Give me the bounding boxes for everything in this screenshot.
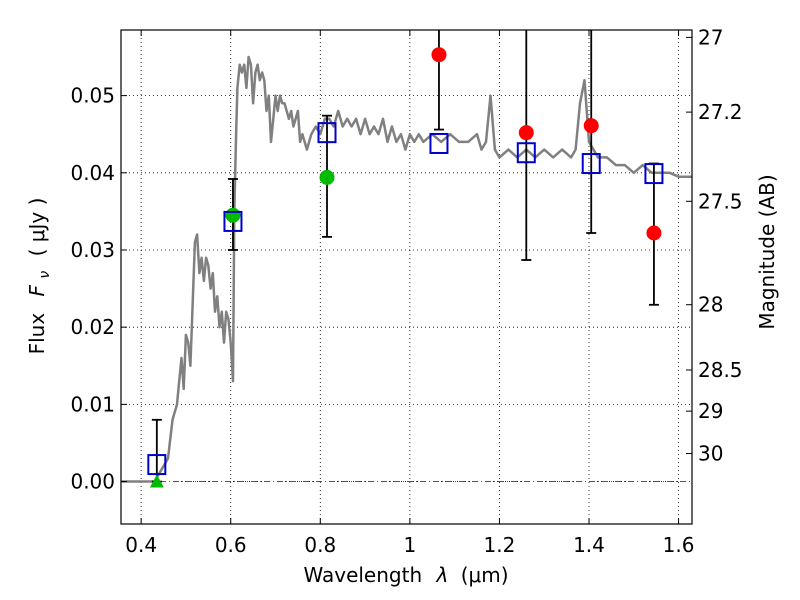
x-tick-label: 0.4 [125, 533, 157, 557]
magnitude-tick-label: 30 [698, 442, 723, 466]
magnitude-tick-label: 27.5 [698, 189, 743, 213]
data-markers [147, 47, 664, 488]
model-photometry-square [516, 142, 536, 164]
plot-frame [120, 29, 693, 525]
detection-point [583, 118, 599, 134]
model-photometry-square [581, 153, 601, 175]
magnitude-tick-label: 27.2 [698, 100, 743, 124]
x-tick-label: 0.6 [215, 533, 247, 557]
detection-point [646, 225, 662, 241]
x-tick-label: 1 [403, 533, 416, 557]
x-axis-title: Wavelength λ (μm) [303, 563, 508, 587]
y-axis-title: Flux F ν ( μJy ) [25, 198, 54, 355]
magnitude-tick-label: 28.5 [698, 358, 743, 382]
x-tick-label: 0.8 [304, 533, 336, 557]
upper-limit-marker [149, 474, 164, 488]
y-tick-label: 0.00 [70, 470, 115, 494]
model-spectrum-line [121, 55, 692, 483]
model-photometry-square [317, 122, 337, 144]
model-photometry-square [147, 454, 167, 476]
detection-point [431, 47, 447, 63]
x-tick-label: 1.2 [484, 533, 516, 557]
y-tick-label: 0.04 [70, 161, 115, 185]
x-tick-label: 1.6 [663, 533, 695, 557]
green-data-point [225, 207, 241, 223]
y-tick-label: 0.01 [70, 392, 115, 416]
model-photometry-square [644, 163, 664, 185]
detection-point [518, 125, 534, 141]
y-tick-label: 0.05 [70, 84, 115, 108]
magnitude-tick-label: 27 [698, 25, 723, 49]
y-tick-label: 0.02 [70, 315, 115, 339]
y-tick-label: 0.03 [70, 238, 115, 262]
grid-lines [121, 30, 692, 524]
x-tick-label: 1.4 [573, 533, 605, 557]
error-bars [151, 30, 659, 483]
model-photometry-square [429, 132, 449, 154]
magnitude-axis-title: Magnitude (AB) [755, 174, 779, 329]
axis-ticks: 0.4 0.6 0.8 1 1.2 1.4 1.6 0.00 0.01 0.02 0.03 0.04 0… [70, 25, 742, 557]
green-data-point [319, 169, 335, 185]
magnitude-tick-label: 28 [698, 293, 723, 317]
magnitude-tick-label: 29 [698, 399, 723, 423]
model-photometry-square [223, 210, 243, 232]
